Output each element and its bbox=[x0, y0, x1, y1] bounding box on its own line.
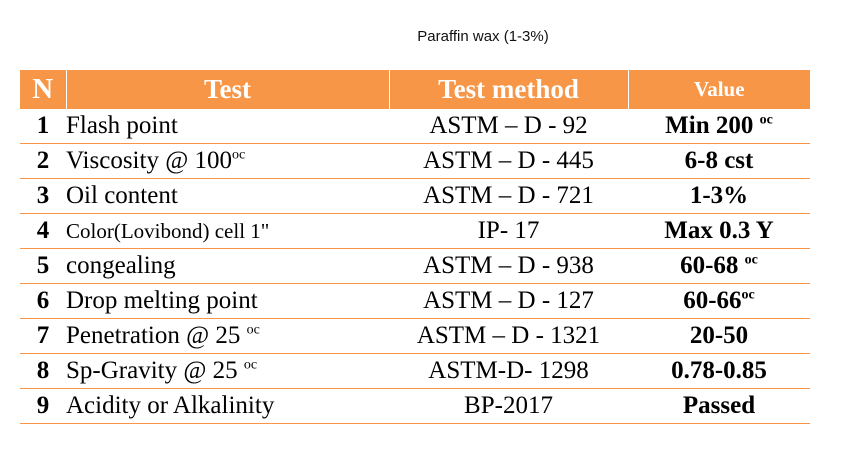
value-label: 60-68 bbox=[680, 252, 739, 279]
test-method: ASTM – D - 721 bbox=[389, 178, 628, 214]
table-row: 1 Flash point ASTM – D - 92 Min 200 oc bbox=[20, 108, 810, 144]
row-number: 8 bbox=[20, 353, 66, 389]
row-number: 4 bbox=[20, 213, 66, 249]
test-value: Max 0.3 Y bbox=[628, 213, 810, 249]
row-number: 3 bbox=[20, 178, 66, 214]
test-unit-superscript: oc bbox=[243, 357, 258, 373]
test-method: ASTM – D - 445 bbox=[389, 143, 628, 179]
test-name: Acidity or Alkalinity bbox=[66, 388, 389, 424]
test-method: ASTM-D- 1298 bbox=[389, 353, 628, 389]
test-label: Viscosity @ 100 bbox=[66, 147, 232, 174]
header-test: Test bbox=[66, 70, 390, 109]
table-row: 2 Viscosity @ 100oc ASTM – D - 445 6-8 c… bbox=[20, 143, 810, 179]
test-value: 20-50 bbox=[628, 318, 810, 354]
test-label: Penetration @ 25 bbox=[66, 322, 241, 349]
test-name: Oil content bbox=[66, 178, 389, 214]
table-caption: Paraffin wax (1-3%) bbox=[417, 28, 549, 45]
table-row: 5 congealing ASTM – D - 938 60-68 oc bbox=[20, 248, 810, 284]
test-value: 6-8 cst bbox=[628, 143, 810, 179]
value-unit-superscript: oc bbox=[744, 252, 758, 268]
header-value: Value bbox=[628, 70, 810, 109]
table-row: 9 Acidity or Alkalinity BP-2017 Passed bbox=[20, 388, 810, 424]
test-name: Penetration @ 25 oc bbox=[66, 318, 389, 354]
value-label: 60-66 bbox=[683, 287, 742, 314]
test-label: Acidity or Alkalinity bbox=[66, 392, 275, 419]
paraffin-wax-spec-table: N Test Test method Value 1 Flash point A… bbox=[20, 70, 810, 424]
test-name: Color(Lovibond) cell 1" bbox=[66, 213, 389, 249]
test-value: 0.78-0.85 bbox=[628, 353, 810, 389]
header-n: N bbox=[20, 70, 67, 109]
value-label: 6-8 cst bbox=[684, 147, 754, 174]
row-number: 6 bbox=[20, 283, 66, 319]
row-number: 2 bbox=[20, 143, 66, 179]
test-name: Sp-Gravity @ 25 oc bbox=[66, 353, 389, 389]
table-row: 8 Sp-Gravity @ 25 oc ASTM-D- 1298 0.78-0… bbox=[20, 353, 810, 389]
row-number: 5 bbox=[20, 248, 66, 284]
row-number: 9 bbox=[20, 388, 66, 424]
test-label: Oil content bbox=[66, 182, 178, 209]
test-value: 1-3% bbox=[628, 178, 810, 214]
test-name: Viscosity @ 100oc bbox=[66, 143, 389, 179]
table-row: 7 Penetration @ 25 oc ASTM – D - 1321 20… bbox=[20, 318, 810, 354]
test-method: ASTM – D - 938 bbox=[389, 248, 628, 284]
test-unit-superscript: oc bbox=[231, 147, 246, 163]
test-label: Color(Lovibond) cell 1" bbox=[66, 218, 270, 243]
test-method: ASTM – D - 92 bbox=[389, 108, 628, 144]
value-unit-superscript: oc bbox=[741, 287, 755, 303]
test-value: 60-68 oc bbox=[628, 248, 810, 284]
value-label: 0.78-0.85 bbox=[671, 357, 767, 384]
table-row: 4 Color(Lovibond) cell 1" IP- 17 Max 0.3… bbox=[20, 213, 810, 249]
test-method: IP- 17 bbox=[389, 213, 628, 249]
test-label: Flash point bbox=[66, 112, 178, 139]
test-unit-superscript: oc bbox=[246, 322, 260, 338]
table-row: 3 Oil content ASTM – D - 721 1-3% bbox=[20, 178, 810, 214]
header-row: N Test Test method Value bbox=[20, 70, 810, 109]
test-method: ASTM – D - 1321 bbox=[389, 318, 628, 354]
test-value: Passed bbox=[628, 388, 810, 424]
table-row: 6 Drop melting point ASTM – D - 127 60-6… bbox=[20, 283, 810, 319]
test-value: 60-66oc bbox=[628, 283, 810, 319]
row-number: 7 bbox=[20, 318, 66, 354]
value-label: Passed bbox=[682, 392, 756, 419]
value-label: 20-50 bbox=[689, 322, 749, 349]
test-method: ASTM – D - 127 bbox=[389, 283, 628, 319]
value-label: 1-3% bbox=[689, 182, 749, 209]
test-name: Drop melting point bbox=[66, 283, 389, 319]
value-label: Min 200 bbox=[665, 112, 754, 139]
header-test-method: Test method bbox=[389, 70, 629, 109]
test-label: Sp-Gravity @ 25 bbox=[66, 357, 238, 384]
test-label: Drop melting point bbox=[66, 287, 258, 314]
value-unit-superscript: oc bbox=[759, 112, 773, 128]
test-label: congealing bbox=[66, 252, 176, 279]
test-name: congealing bbox=[66, 248, 389, 284]
test-name: Flash point bbox=[66, 108, 389, 144]
value-label: Max 0.3 Y bbox=[664, 217, 774, 244]
row-number: 1 bbox=[20, 108, 66, 144]
test-method: BP-2017 bbox=[389, 388, 628, 424]
test-value: Min 200 oc bbox=[628, 108, 810, 144]
